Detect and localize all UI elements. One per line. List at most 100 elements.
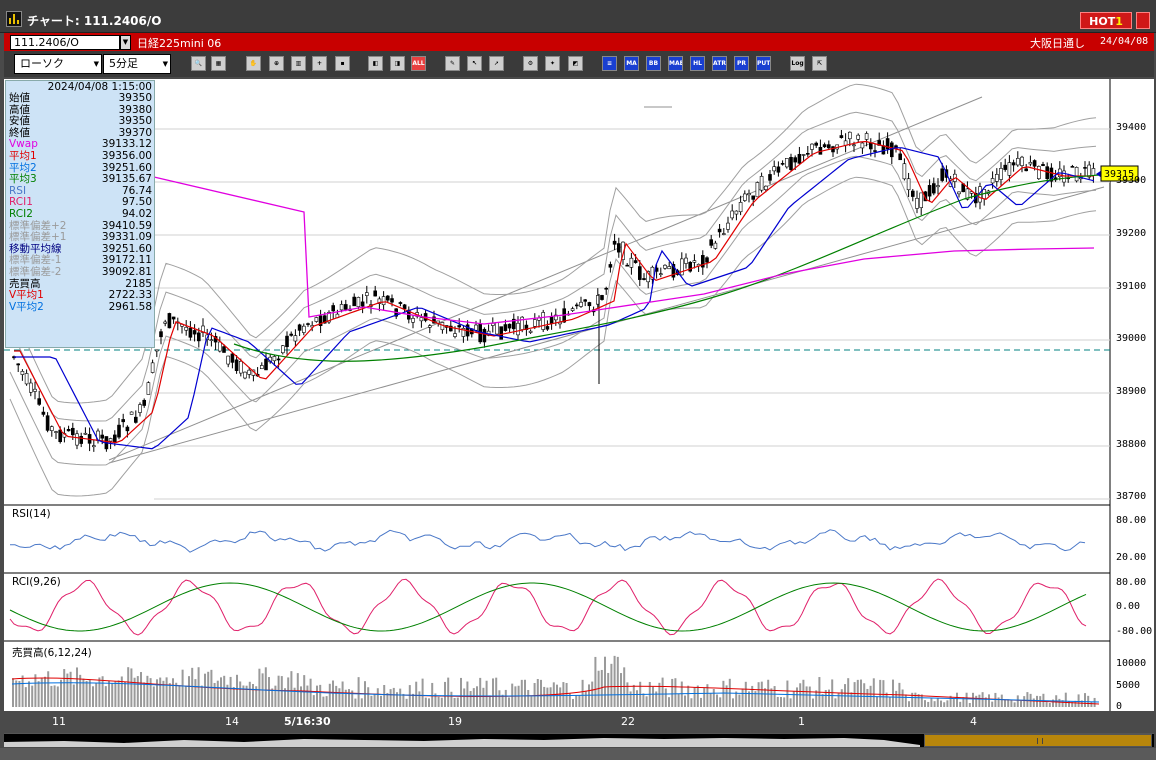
indicator-icon[interactable]: ≡ <box>602 56 617 71</box>
volume-bar <box>85 680 88 707</box>
volume-bar <box>188 676 190 707</box>
info-value: 39380 <box>118 103 152 116</box>
grid-icon[interactable]: ▦ <box>211 56 226 71</box>
rsi-tick: 20.00 <box>1116 552 1147 563</box>
atr-button[interactable]: ATR <box>712 56 727 71</box>
log-button[interactable]: Log <box>790 56 805 71</box>
candle-body <box>192 330 197 335</box>
volume-bar <box>56 686 59 707</box>
volume-bar <box>508 697 510 707</box>
volume-bar <box>466 681 469 707</box>
interval-select[interactable]: 5分足 ▼ <box>103 54 171 74</box>
volume-bar <box>1064 692 1067 707</box>
volume-bar <box>533 683 536 707</box>
date-tick: 14 <box>225 715 239 728</box>
overview-sparkline <box>4 738 920 747</box>
candle-body <box>751 195 756 200</box>
volume-bar <box>168 683 171 707</box>
cursor-icon[interactable]: ↖ <box>467 56 482 71</box>
chart-type-select[interactable]: ローソク ▼ <box>14 54 102 74</box>
volume-bar <box>610 663 613 707</box>
zoom-chart-icon[interactable]: ⊕ <box>269 56 284 71</box>
candle-body <box>272 356 277 362</box>
candle-body <box>612 240 617 245</box>
candle-body <box>1049 167 1054 182</box>
settings-icon[interactable]: ⚙ <box>523 56 538 71</box>
volume-bar <box>482 687 485 707</box>
volume-bar <box>34 674 37 707</box>
volume-bar <box>216 680 219 707</box>
hot-button[interactable]: HOT1 <box>1080 12 1132 29</box>
all-icon[interactable]: ALL <box>411 56 426 71</box>
pencil-icon[interactable]: ✎ <box>445 56 460 71</box>
scroll-grip-icon <box>1037 738 1043 744</box>
candle-body <box>658 273 663 275</box>
candle-left-icon[interactable]: ◧ <box>368 56 383 71</box>
volume-bar <box>405 698 408 707</box>
volume-bar <box>162 680 165 707</box>
candle-body <box>373 290 378 297</box>
last-price-tag-box <box>1100 165 1139 182</box>
volume-bar <box>1013 702 1016 707</box>
zoom-icon[interactable]: 🔍 <box>191 56 206 71</box>
disabled-tool-icon[interactable]: ▪ <box>335 56 350 71</box>
window-menu-button[interactable] <box>1136 12 1150 29</box>
arrow-tool-icon[interactable]: ➚ <box>489 56 504 71</box>
info-label: V平均1 <box>9 289 44 302</box>
volume-bar <box>82 678 85 707</box>
bb-button[interactable]: BB <box>646 56 661 71</box>
candle-body <box>230 353 235 363</box>
symbol-dropdown-icon[interactable]: ▼ <box>120 35 131 50</box>
volume-bar <box>757 682 760 707</box>
candle-body <box>71 427 75 436</box>
volume-bar <box>668 697 670 707</box>
pr-button[interactable]: PR <box>734 56 749 71</box>
volume-bar <box>751 685 754 707</box>
candle-right-icon[interactable]: ◨ <box>390 56 405 71</box>
volume-bar <box>277 675 280 707</box>
volume-bar <box>940 700 942 707</box>
candle-body <box>856 134 861 140</box>
volume-bar <box>645 696 648 707</box>
candle-body <box>608 264 613 268</box>
candle-body <box>873 150 877 152</box>
export-icon[interactable]: ⇱ <box>812 56 827 71</box>
volume-bar <box>149 678 152 707</box>
volume-bar <box>594 656 597 707</box>
candle-body <box>360 301 365 307</box>
volume-bar <box>239 681 242 707</box>
put-button[interactable]: PUT <box>756 56 771 71</box>
volume-bar <box>460 677 462 707</box>
hl-button[interactable]: HL <box>690 56 705 71</box>
volume-bar <box>741 688 744 707</box>
info-row: RSI 76.74 <box>6 185 154 198</box>
wrench-icon[interactable]: ✦ <box>545 56 560 71</box>
volume-bar <box>290 671 293 707</box>
chart-scrollbar[interactable] <box>4 733 1154 747</box>
volume-bar <box>18 681 21 707</box>
volume-bar <box>143 682 146 707</box>
scroll-thumb[interactable] <box>924 734 1152 747</box>
candle-body <box>730 210 735 219</box>
symbol-code-input[interactable]: 111.2406/O <box>10 35 120 50</box>
volume-average-1-line <box>11 677 1100 705</box>
ma-button[interactable]: MA <box>624 56 639 71</box>
bar-chart-icon[interactable]: ▥ <box>291 56 306 71</box>
mae-button[interactable]: MAE <box>668 56 683 71</box>
candle-body <box>822 144 827 148</box>
candle-body <box>1032 160 1037 167</box>
chart-app-icon <box>6 11 22 27</box>
volume-bar <box>1058 698 1061 707</box>
color-icon[interactable]: ◩ <box>568 56 583 71</box>
add-chart-icon[interactable]: + <box>312 56 327 71</box>
hand-icon[interactable]: ✋ <box>246 56 261 71</box>
volume-bar <box>1004 699 1006 707</box>
volume-bar <box>191 667 194 707</box>
chart-area[interactable]: 39315 2024/04/08 1:15:00 始値 39350 高値 39380 安… <box>4 79 1154 712</box>
candle-body <box>503 324 508 331</box>
volume-bar <box>527 689 530 707</box>
chart-canvas[interactable]: 39315 <box>4 79 1154 711</box>
volume-bar <box>652 686 654 707</box>
volume-bar <box>399 688 402 707</box>
volume-bar <box>31 685 34 707</box>
